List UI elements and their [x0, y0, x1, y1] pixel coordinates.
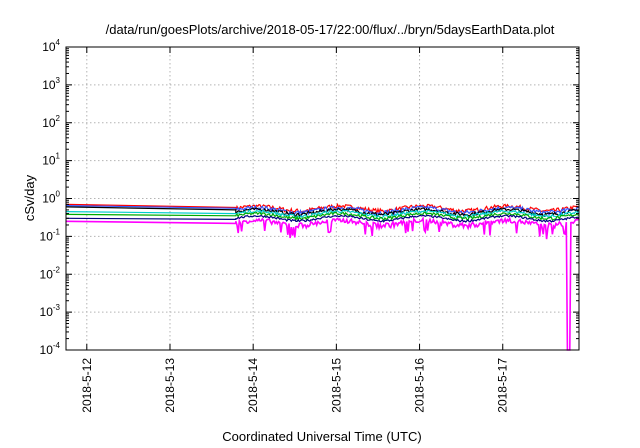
x-tick-label: 2018-5-15 — [329, 358, 343, 413]
y-tick-label: 102 — [42, 114, 60, 130]
x-tick-label: 2018-5-12 — [80, 358, 94, 413]
x-axis-label: Coordinated Universal Time (UTC) — [222, 429, 421, 444]
y-tick-label: 10-3 — [40, 303, 61, 319]
y-tick-label: 10-1 — [40, 227, 61, 243]
series-line — [65, 215, 580, 351]
x-tick-label: 2018-5-17 — [496, 358, 510, 413]
series-group — [65, 202, 580, 351]
y-tick-label: 101 — [42, 152, 60, 168]
series-line — [65, 211, 580, 222]
x-tick-label: 2018-5-16 — [413, 358, 427, 413]
series-line — [65, 209, 580, 220]
y-tick-label: 10-2 — [40, 265, 61, 281]
y-tick-label: 100 — [42, 190, 60, 206]
y-tick-label: 10-4 — [40, 341, 61, 357]
x-tick-label: 2018-5-14 — [246, 358, 260, 413]
y-tick-label: 104 — [42, 38, 60, 54]
y-axis-label: cSv/day — [22, 174, 37, 221]
y-tick-label: 103 — [42, 76, 60, 92]
ticks: 10-4 10-3 10-2 10-1 100 101 102 103 104 2018-5-12… — [40, 38, 579, 413]
series-line — [65, 206, 580, 218]
chart-title: /data/run/goesPlots/archive/2018-05-17/2… — [106, 22, 555, 37]
grid — [66, 47, 579, 350]
series-line — [65, 214, 580, 223]
x-tick-label: 2018-5-13 — [163, 358, 177, 413]
